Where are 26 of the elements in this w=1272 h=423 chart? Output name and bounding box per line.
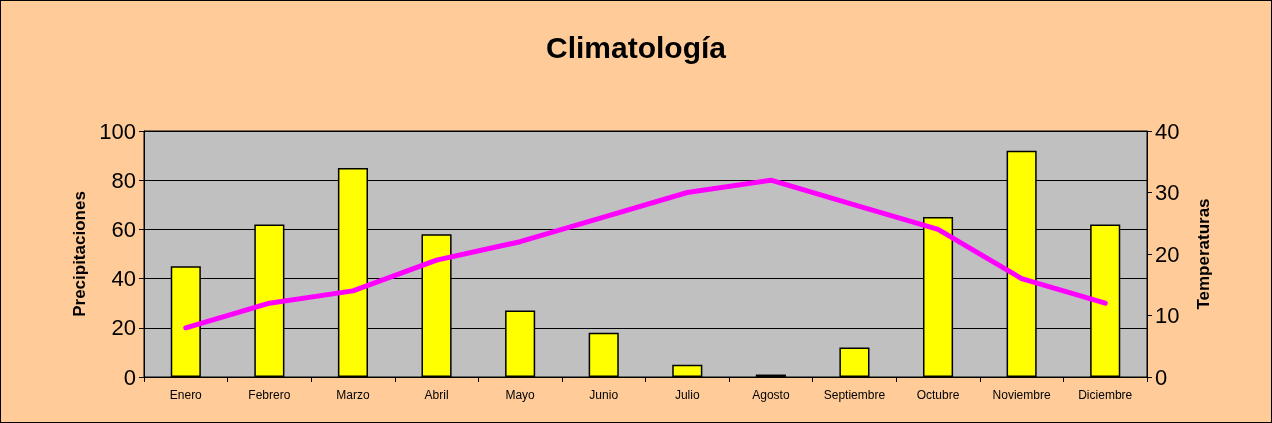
y-axis-title: Precipitaciones bbox=[70, 191, 90, 317]
y-tick-label: 20 bbox=[111, 315, 136, 341]
y-tick-label: 0 bbox=[123, 364, 136, 390]
x-tick-label: Marzo bbox=[336, 388, 370, 402]
y2-tick-label: 10 bbox=[1155, 303, 1180, 328]
y-tick-label: 60 bbox=[111, 216, 136, 242]
y-tick-label: 100 bbox=[99, 118, 136, 144]
y2-tick-label: 30 bbox=[1155, 180, 1180, 205]
x-tick-label: Octubre bbox=[916, 388, 960, 402]
y2-tick-label: 20 bbox=[1155, 241, 1180, 267]
y2-axis-title: Temperaturas bbox=[1194, 198, 1213, 310]
y2-tick-label: 0 bbox=[1155, 364, 1168, 390]
x-tick-label: Enero bbox=[169, 388, 203, 402]
x-tick-label: Junio bbox=[589, 388, 619, 402]
x-tick-label: Septiembre bbox=[823, 388, 886, 402]
y2-tick-label: 40 bbox=[1155, 118, 1180, 144]
chart-title: Climatología bbox=[545, 30, 727, 64]
x-tick-label: Agosto bbox=[752, 388, 790, 402]
y-tick-label: 40 bbox=[111, 266, 136, 292]
x-tick-label: Abril bbox=[424, 388, 449, 402]
y-tick-label: 80 bbox=[111, 167, 136, 193]
x-tick-label: Febrero bbox=[248, 388, 291, 402]
x-tick-label: Julio bbox=[674, 388, 700, 402]
x-tick-label: Diciembre bbox=[1078, 388, 1133, 402]
x-tick-label: Noviembre bbox=[992, 388, 1051, 402]
x-tick-label: Mayo bbox=[505, 388, 536, 402]
